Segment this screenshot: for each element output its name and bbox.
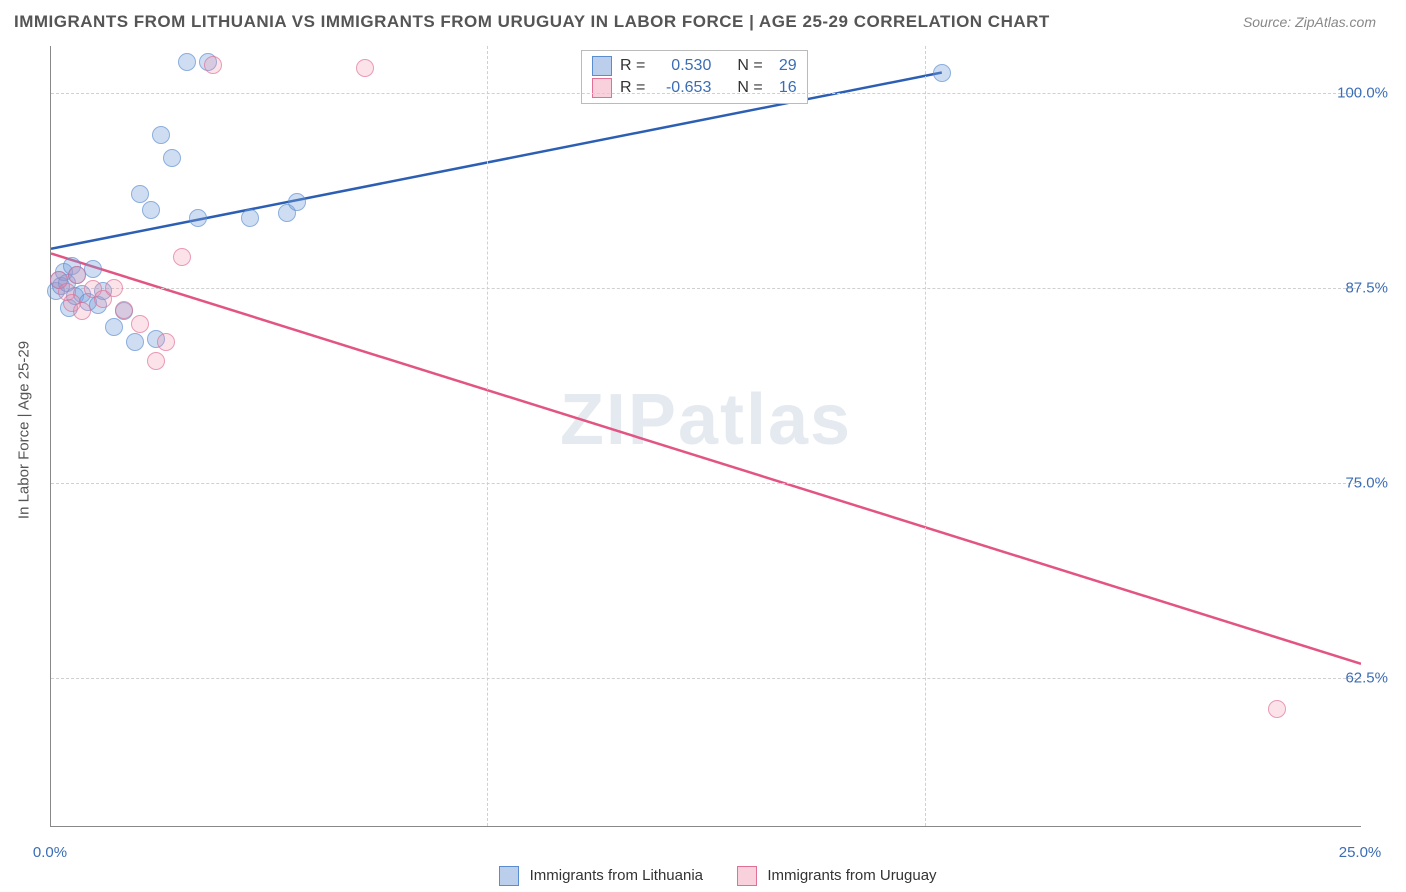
gridline-v (487, 46, 488, 826)
data-point (131, 315, 149, 333)
bottom-legend: Immigrants from Lithuania Immigrants fro… (0, 866, 1406, 886)
data-point (189, 209, 207, 227)
data-point (115, 301, 133, 319)
stat-label-n: N = (737, 79, 762, 97)
data-point (178, 53, 196, 71)
legend-label-b: Immigrants from Uruguay (767, 867, 936, 884)
data-point (163, 149, 181, 167)
data-point (157, 333, 175, 351)
legend-swatch-b (592, 78, 612, 98)
data-point (152, 126, 170, 144)
stat-n-b: 16 (771, 79, 797, 97)
stat-label-r: R = (620, 57, 645, 75)
y-tick-label: 62.5% (1345, 669, 1388, 686)
data-point (147, 352, 165, 370)
data-point (126, 333, 144, 351)
legend-swatch-a (499, 866, 519, 886)
gridline-v (925, 46, 926, 826)
legend-label-a: Immigrants from Lithuania (530, 867, 703, 884)
data-point (241, 209, 259, 227)
stat-label-n: N = (737, 57, 762, 75)
trend-line (51, 73, 942, 249)
y-tick-label: 75.0% (1345, 474, 1388, 491)
x-tick-label: 0.0% (33, 844, 67, 861)
legend-swatch-b (737, 866, 757, 886)
gridline-h (51, 483, 1361, 484)
gridline-h (51, 678, 1361, 679)
data-point (173, 248, 191, 266)
data-point (68, 266, 86, 284)
trend-line (51, 253, 1361, 663)
stat-r-a: 0.530 (653, 57, 711, 75)
stat-label-r: R = (620, 79, 645, 97)
data-point (105, 318, 123, 336)
data-point (84, 260, 102, 278)
data-point (204, 56, 222, 74)
source-label: Source: ZipAtlas.com (1243, 14, 1376, 30)
data-point (356, 59, 374, 77)
stat-n-a: 29 (771, 57, 797, 75)
plot-area: ZIPatlas R = 0.530 N = 29 R = -0.653 N =… (50, 46, 1361, 827)
gridline-h (51, 93, 1361, 94)
legend-stats-box: R = 0.530 N = 29 R = -0.653 N = 16 (581, 50, 808, 104)
gridline-h (51, 288, 1361, 289)
y-tick-label: 87.5% (1345, 279, 1388, 296)
watermark: ZIPatlas (560, 379, 852, 461)
trend-lines (51, 46, 1361, 826)
data-point (105, 279, 123, 297)
stat-r-b: -0.653 (653, 79, 711, 97)
data-point (142, 201, 160, 219)
data-point (73, 302, 91, 320)
x-tick-label: 25.0% (1339, 844, 1382, 861)
legend-swatch-a (592, 56, 612, 76)
data-point (933, 64, 951, 82)
data-point (288, 193, 306, 211)
chart-title: IMMIGRANTS FROM LITHUANIA VS IMMIGRANTS … (14, 12, 1050, 32)
y-tick-label: 100.0% (1337, 84, 1388, 101)
y-axis-label: In Labor Force | Age 25-29 (16, 341, 33, 519)
data-point (1268, 700, 1286, 718)
